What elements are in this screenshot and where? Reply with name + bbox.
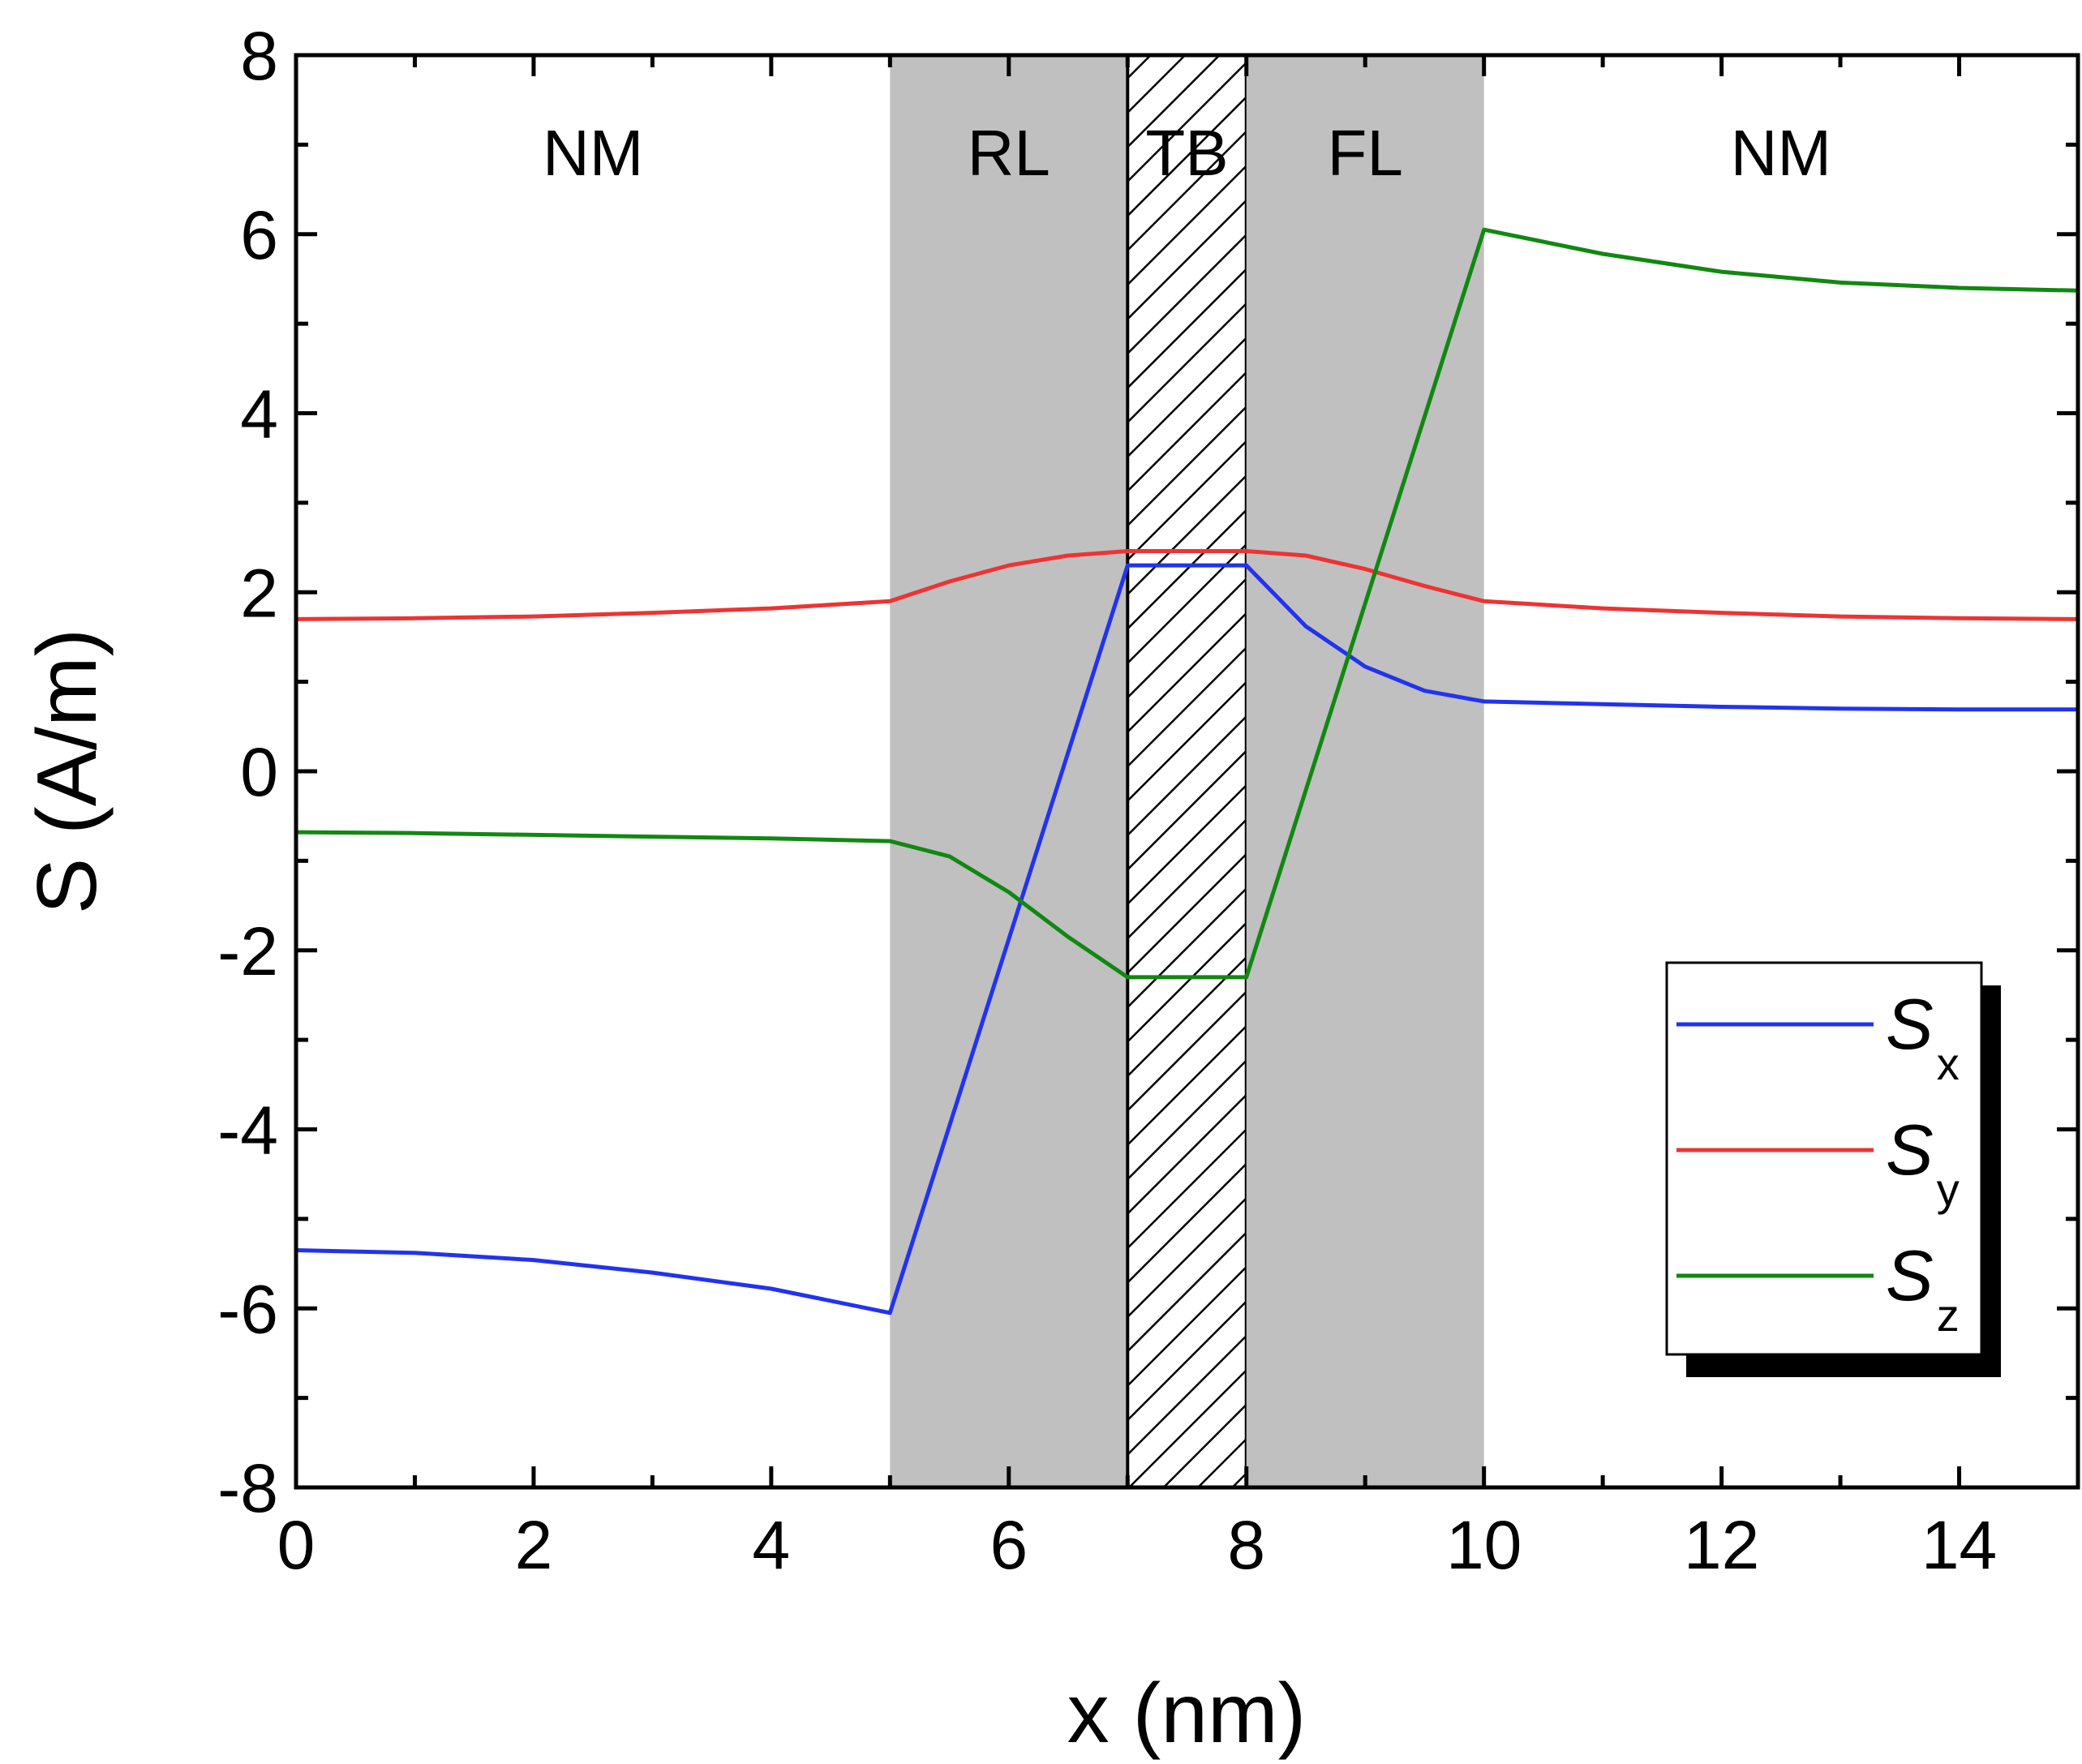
y-tick-label: 0 (240, 734, 278, 810)
legend-label-sx: Sx (1886, 984, 1960, 1089)
series-line-sy (296, 549, 2078, 621)
legend-label-sz: Sz (1886, 1235, 1960, 1341)
x-axis-title: x (nm) (1067, 1667, 1307, 1761)
region-fl-band (1246, 55, 1484, 1487)
x-tick-label: 2 (515, 1507, 553, 1583)
x-tick-label: 12 (1684, 1507, 1759, 1583)
y-tick-label: -8 (217, 1450, 278, 1526)
regions: NM RL TB FL NM (543, 54, 1831, 1489)
x-tick-label: 14 (1921, 1507, 1997, 1583)
series-line-sx (296, 563, 2078, 1315)
plot-frame (294, 53, 2080, 1490)
series-lines (296, 227, 2078, 1315)
y-tick-label: 6 (240, 197, 278, 273)
y-tick-label: -6 (217, 1271, 278, 1347)
y-tick-label: 2 (240, 555, 278, 631)
x-tick-label: 8 (1227, 1507, 1265, 1583)
y-axis-title: S (A/m) (20, 629, 114, 914)
x-tick-label: 0 (277, 1507, 316, 1583)
legend-label-sy: Sy (1886, 1109, 1960, 1215)
x-tick-label: 6 (989, 1507, 1028, 1583)
region-label-nm: NM (543, 117, 643, 189)
legend-box (1665, 961, 1983, 1356)
y-tick-label: -4 (217, 1092, 278, 1169)
series-line-sz (296, 227, 2078, 980)
region-tb-band (1126, 54, 1248, 1489)
legend: Sx Sy Sz (1665, 961, 2001, 1377)
y-tick-label: 8 (240, 18, 278, 94)
y-tick-label: 4 (240, 376, 278, 453)
region-rl-band (890, 55, 1128, 1487)
x-tick-label: 4 (753, 1507, 791, 1583)
region-label-tb: TB (1145, 117, 1228, 189)
region-label-rl: RL (968, 117, 1050, 189)
tick-labels: 0 2 4 6 8 10 12 14 -8 -6 -4 -2 0 2 4 6 8 (217, 18, 1997, 1583)
region-label-nm: NM (1731, 117, 1831, 189)
y-tick-label: -2 (217, 913, 278, 989)
x-tick-label: 10 (1446, 1507, 1522, 1583)
region-label-fl: FL (1328, 117, 1403, 189)
